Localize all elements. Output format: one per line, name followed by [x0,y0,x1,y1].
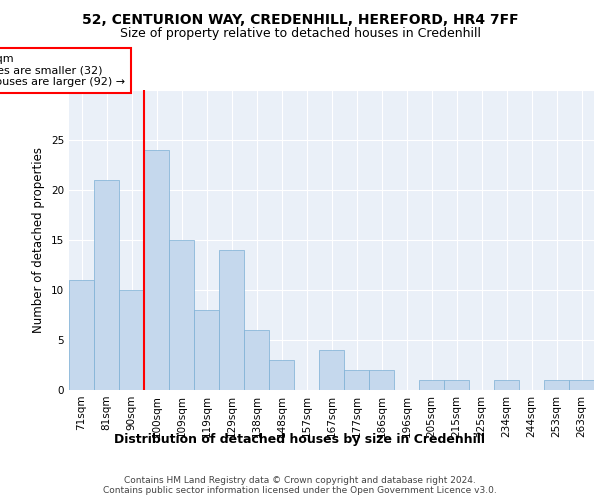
Bar [444,380,469,390]
Bar [169,240,194,390]
Bar [494,380,519,390]
Text: Distribution of detached houses by size in Credenhill: Distribution of detached houses by size … [115,432,485,446]
Bar [369,370,394,390]
Bar [569,380,594,390]
Text: 52 CENTURION WAY: 91sqm
← 26% of detached houses are smaller (32)
74% of semi-de: 52 CENTURION WAY: 91sqm ← 26% of detache… [0,54,125,87]
Bar [419,380,444,390]
Bar [194,310,219,390]
Bar [319,350,344,390]
Y-axis label: Number of detached properties: Number of detached properties [32,147,46,333]
Bar [244,330,269,390]
Bar [69,280,94,390]
Text: Contains HM Land Registry data © Crown copyright and database right 2024.
Contai: Contains HM Land Registry data © Crown c… [103,476,497,495]
Bar [269,360,294,390]
Bar [94,180,119,390]
Bar [544,380,569,390]
Bar [144,150,169,390]
Text: Size of property relative to detached houses in Credenhill: Size of property relative to detached ho… [119,28,481,40]
Bar [219,250,244,390]
Bar [344,370,369,390]
Text: 52, CENTURION WAY, CREDENHILL, HEREFORD, HR4 7FF: 52, CENTURION WAY, CREDENHILL, HEREFORD,… [82,12,518,26]
Bar [119,290,144,390]
